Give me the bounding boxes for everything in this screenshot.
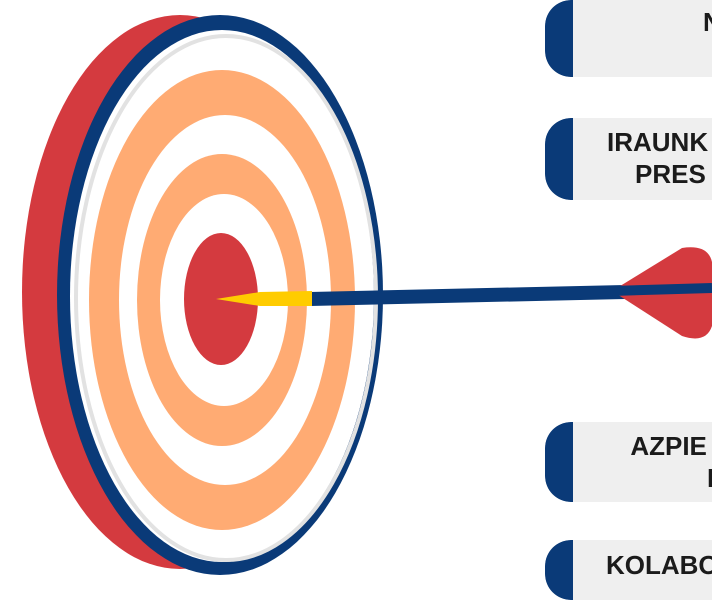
label-line: KOLABO bbox=[606, 550, 712, 580]
label-line: AZPIE bbox=[630, 431, 707, 461]
label-line: N bbox=[703, 6, 712, 38]
label-card-text: KOLABO bbox=[606, 549, 712, 581]
arrow-icon bbox=[216, 247, 712, 339]
label-line: IRAUNK bbox=[607, 127, 709, 157]
label-card-4: KOLABO bbox=[545, 540, 712, 600]
label-card-accent bbox=[545, 0, 573, 77]
label-card-text: IRAUNK PRES bbox=[607, 126, 708, 190]
label-card-accent bbox=[545, 422, 573, 502]
arrow-tip bbox=[216, 291, 312, 306]
diagram-stage: N IRAUNK PRES AZPIE I KOLABO bbox=[22, 0, 712, 600]
label-card-1: N bbox=[545, 0, 712, 77]
dartboard-target-icon bbox=[22, 15, 712, 575]
label-card-3: AZPIE I bbox=[545, 422, 712, 502]
arrow-shaft bbox=[310, 283, 712, 306]
label-line: PRES bbox=[635, 159, 706, 189]
label-card-text: N bbox=[703, 6, 712, 38]
label-card-2: IRAUNK PRES bbox=[545, 118, 712, 200]
label-line: I bbox=[707, 463, 712, 493]
label-card-text: AZPIE I bbox=[623, 430, 712, 494]
arrow-fletching-shaft bbox=[611, 283, 712, 296]
label-card-accent bbox=[545, 118, 573, 200]
